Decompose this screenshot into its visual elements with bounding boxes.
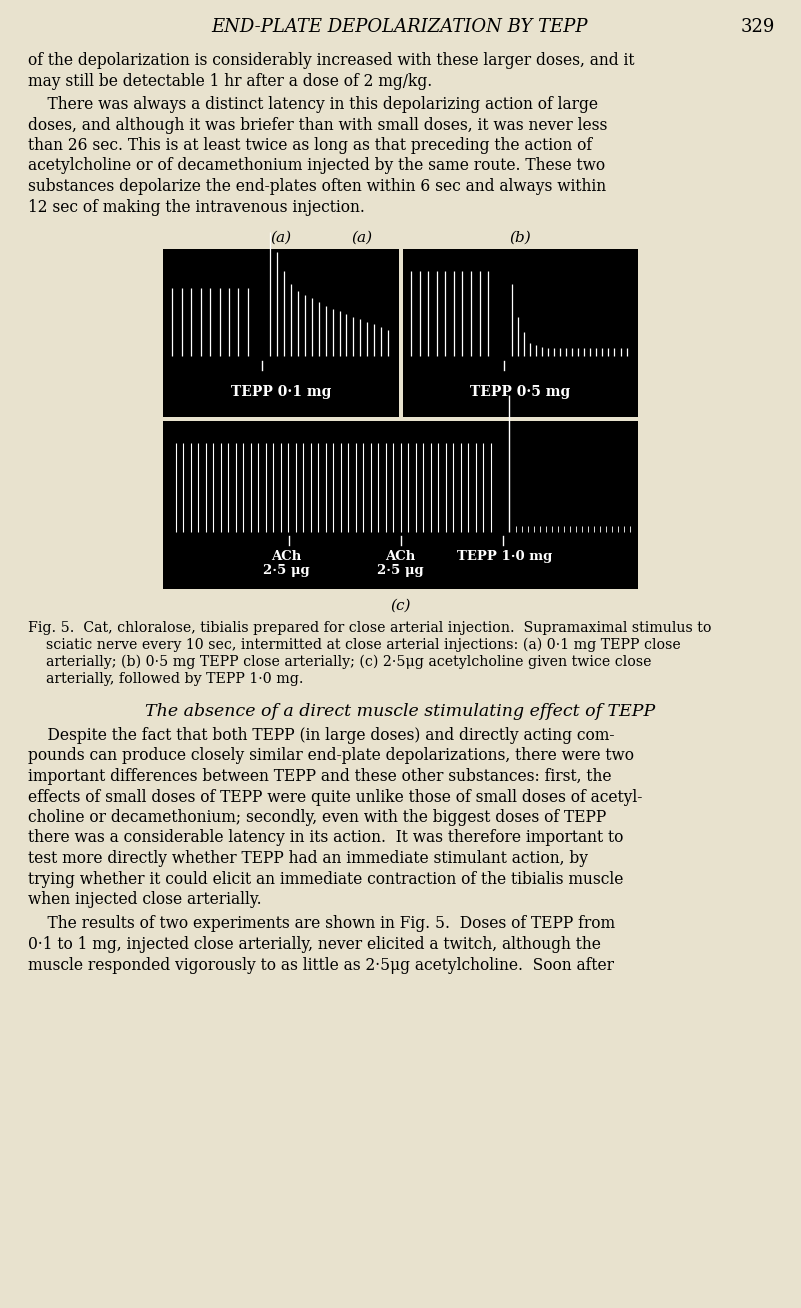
Text: TEPP 0·1 mg: TEPP 0·1 mg — [231, 385, 331, 399]
Text: TEPP 1·0 mg: TEPP 1·0 mg — [457, 549, 553, 562]
Text: 2·5 μg: 2·5 μg — [377, 564, 424, 577]
Text: There was always a distinct latency in this depolarizing action of large: There was always a distinct latency in t… — [28, 95, 598, 112]
Bar — [163, 249, 399, 417]
Text: doses, and although it was briefer than with small doses, it was never less: doses, and although it was briefer than … — [28, 116, 607, 133]
Text: muscle responded vigorously to as little as 2·5μg acetylcholine.  Soon after: muscle responded vigorously to as little… — [28, 956, 614, 973]
Text: (c): (c) — [390, 599, 411, 613]
Text: (a): (a) — [270, 232, 292, 245]
Text: ACh: ACh — [385, 549, 416, 562]
Text: choline or decamethonium; secondly, even with the biggest doses of TEPP: choline or decamethonium; secondly, even… — [28, 810, 606, 825]
Text: Despite the fact that both TEPP (in large doses) and directly acting com-: Despite the fact that both TEPP (in larg… — [28, 727, 614, 744]
Bar — [402, 249, 638, 417]
Text: Fig. 5.  Cat, chloralose, tibialis prepared for close arterial injection.  Supra: Fig. 5. Cat, chloralose, tibialis prepar… — [28, 621, 711, 634]
Text: The results of two experiments are shown in Fig. 5.  Doses of TEPP from: The results of two experiments are shown… — [28, 916, 615, 933]
Text: there was a considerable latency in its action.  It was therefore important to: there was a considerable latency in its … — [28, 829, 623, 846]
Text: effects of small doses of TEPP were quite unlike those of small doses of acetyl-: effects of small doses of TEPP were quit… — [28, 789, 642, 806]
Text: 12 sec of making the intravenous injection.: 12 sec of making the intravenous injecti… — [28, 199, 365, 216]
Text: test more directly whether TEPP had an immediate stimulant action, by: test more directly whether TEPP had an i… — [28, 850, 588, 867]
Text: acetylcholine or of decamethonium injected by the same route. These two: acetylcholine or of decamethonium inject… — [28, 157, 605, 174]
Text: END-PLATE DEPOLARIZATION BY TEPP: END-PLATE DEPOLARIZATION BY TEPP — [211, 18, 588, 37]
Text: 2·5 μg: 2·5 μg — [264, 564, 310, 577]
Text: arterially, followed by TEPP 1·0 mg.: arterially, followed by TEPP 1·0 mg. — [28, 672, 304, 685]
Text: than 26 sec. This is at least twice as long as that preceding the action of: than 26 sec. This is at least twice as l… — [28, 137, 592, 154]
Text: TEPP 0·5 mg: TEPP 0·5 mg — [470, 385, 570, 399]
Text: may still be detectable 1 hr after a dose of 2 mg/kg.: may still be detectable 1 hr after a dos… — [28, 72, 433, 89]
Text: substances depolarize the end-plates often within 6 sec and always within: substances depolarize the end-plates oft… — [28, 178, 606, 195]
Text: important differences between TEPP and these other substances: first, the: important differences between TEPP and t… — [28, 768, 611, 785]
Text: 0·1 to 1 mg, injected close arterially, never elicited a twitch, although the: 0·1 to 1 mg, injected close arterially, … — [28, 937, 601, 954]
Text: sciatic nerve every 10 sec, intermitted at close arterial injections: (a) 0·1 mg: sciatic nerve every 10 sec, intermitted … — [28, 638, 681, 653]
Text: arterially; (b) 0·5 mg TEPP close arterially; (c) 2·5μg acetylcholine given twic: arterially; (b) 0·5 mg TEPP close arteri… — [28, 655, 651, 670]
Text: when injected close arterially.: when injected close arterially. — [28, 891, 262, 908]
Text: (a): (a) — [352, 232, 372, 245]
Text: The absence of a direct muscle stimulating effect of TEPP: The absence of a direct muscle stimulati… — [145, 702, 655, 719]
Bar — [163, 421, 638, 589]
Text: (b): (b) — [509, 232, 531, 245]
Text: pounds can produce closely similar end-plate depolarizations, there were two: pounds can produce closely similar end-p… — [28, 747, 634, 764]
Text: of the depolarization is considerably increased with these larger doses, and it: of the depolarization is considerably in… — [28, 52, 634, 69]
Text: 329: 329 — [741, 18, 775, 37]
Text: trying whether it could elicit an immediate contraction of the tibialis muscle: trying whether it could elicit an immedi… — [28, 871, 623, 888]
Text: ACh: ACh — [272, 549, 302, 562]
